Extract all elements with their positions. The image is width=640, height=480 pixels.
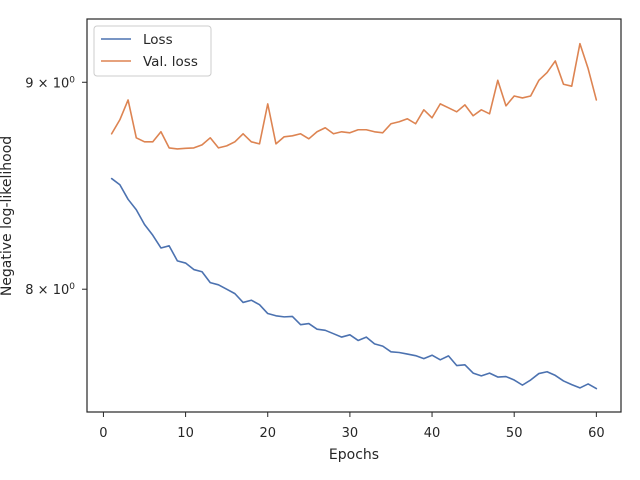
y-axis: 8 × 100 9 × 100	[25, 75, 87, 298]
series-layer	[110, 42, 598, 390]
x-tick-label: 20	[259, 426, 276, 441]
y-tick-label: 9 × 100	[25, 75, 75, 91]
legend-label-val-loss: Val. loss	[143, 54, 198, 70]
plot-frame	[86, 18, 622, 413]
x-tick-label: 50	[506, 426, 523, 441]
x-tick-label: 10	[177, 426, 194, 441]
legend: Loss Val. loss	[93, 25, 212, 77]
x-tick-label: 30	[342, 426, 359, 441]
series-line-val-loss	[110, 42, 598, 150]
x-axis-label: Epochs	[329, 447, 379, 463]
x-tick-label: 40	[424, 426, 441, 441]
x-axis: 0 10 20 30 40 50 60	[99, 412, 605, 441]
series-line-loss	[110, 177, 598, 390]
y-tick-label: 8 × 100	[25, 282, 75, 298]
x-tick-label: 60	[588, 426, 605, 441]
y-axis-label: Negative log-likelihood	[0, 136, 15, 296]
legend-label-loss: Loss	[143, 32, 173, 48]
x-tick-label: 0	[99, 426, 107, 441]
